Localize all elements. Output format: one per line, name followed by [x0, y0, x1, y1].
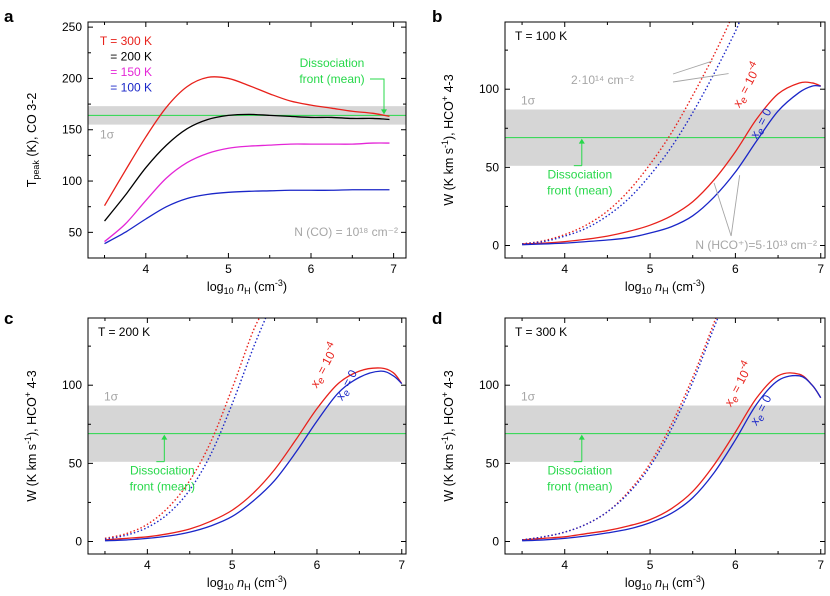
legend-entry: = 200 K — [110, 50, 152, 64]
x-tick-label: 6 — [308, 262, 315, 276]
front-label: front (mean) — [547, 480, 612, 494]
legend-entry: = 150 K — [110, 65, 152, 79]
panel-letter: a — [4, 7, 14, 26]
x-tick-label: 4 — [561, 262, 568, 276]
leader-line — [713, 182, 732, 237]
front-label: Dissociation — [300, 56, 365, 70]
x-tick-label: 5 — [229, 558, 236, 572]
series-line-4 — [521, 318, 719, 541]
y-tick-label: 0 — [75, 534, 82, 548]
y-axis-label: W (K km s-1), HCO+ 4-3 — [440, 370, 456, 501]
legend-entry: T = 300 K — [100, 34, 152, 48]
front-arrow-head — [381, 109, 387, 115]
front-arrow-head — [578, 434, 585, 440]
panel-c: 4 5 6 7 0 50 100 c log10 nH (cm-3) W (K km s-1), … — [4, 309, 407, 592]
x-tick-label: 6 — [314, 558, 321, 572]
x-tick-label: 5 — [647, 558, 654, 572]
x-axis-label: log10 nH (cm-3) — [625, 574, 705, 592]
plot-frame — [87, 21, 407, 259]
y-tick-label: 0 — [492, 238, 499, 252]
y-tick-label: 100 — [479, 82, 499, 96]
series-line-4 — [104, 318, 267, 540]
panel-letter: c — [4, 309, 13, 328]
front-label: front (mean) — [547, 184, 612, 198]
front-arrow — [370, 78, 385, 112]
front-label: Dissociation — [547, 168, 612, 182]
sigma-label: 1σ — [521, 94, 536, 108]
temperature-label: T = 200 K — [98, 325, 150, 339]
x-tick-label: 6 — [732, 262, 739, 276]
x-tick-label: 7 — [390, 262, 397, 276]
y-tick-label: 50 — [69, 456, 83, 470]
column-density-label: N (CO) = 10¹⁸ cm⁻² — [294, 225, 398, 239]
xe-red-label: xe = 10-4 — [727, 59, 768, 112]
y-tick-label: 0 — [492, 534, 499, 548]
x-tick-label: 4 — [561, 558, 568, 572]
legend-entry: = 100 K — [110, 81, 152, 95]
x-tick-label: 4 — [144, 558, 151, 572]
y-tick-label: 100 — [62, 174, 82, 188]
x-tick-label: 6 — [732, 558, 739, 572]
temperature-label: T = 100 K — [515, 29, 567, 43]
x-axis-label: log10 nH (cm-3) — [207, 574, 287, 592]
series-line-1 — [522, 81, 821, 245]
dotted-column-label: 2·10¹⁴ cm⁻² — [571, 73, 634, 87]
series-line-2 — [104, 113, 390, 222]
sigma-label: 1σ — [100, 128, 115, 142]
plot-frame — [87, 317, 407, 555]
series-line-2 — [104, 370, 403, 542]
y-axis-label: Tpeak (K), CO 3-2 — [25, 93, 41, 188]
sigma-label: 1σ — [521, 390, 536, 404]
front-arrow-head — [578, 138, 585, 144]
leader-line — [672, 60, 713, 75]
series-line-1 — [103, 76, 390, 207]
temperature-label: T = 300 K — [515, 325, 567, 339]
x-tick-label: 4 — [142, 262, 149, 276]
sigma-label: 1σ — [104, 390, 119, 404]
panel-letter: b — [432, 7, 442, 26]
x-tick-label: 7 — [817, 558, 824, 572]
panel-d: 4 5 6 7 0 50 100 d log10 nH (cm-3) W (K km s-1), … — [432, 309, 826, 592]
xe-blue-label: xe = 0 — [332, 367, 363, 404]
leader-line — [672, 73, 729, 83]
y-tick-label: 50 — [486, 160, 500, 174]
y-tick-label: 50 — [69, 225, 83, 239]
y-tick-label: 250 — [62, 20, 82, 34]
y-tick-label: 200 — [62, 71, 82, 85]
front-label: front (mean) — [299, 72, 364, 86]
x-tick-label: 7 — [817, 262, 824, 276]
y-axis-label: W (K km s-1), HCO+ 4-3 — [440, 74, 456, 205]
series-line-2 — [522, 374, 822, 542]
series-line-4 — [104, 189, 390, 245]
front-label: Dissociation — [130, 464, 195, 478]
plot-frame — [504, 317, 826, 555]
series-line-4 — [521, 22, 740, 245]
front-label: Dissociation — [547, 464, 612, 478]
series-line-2 — [522, 84, 821, 246]
front-arrow-head — [161, 434, 168, 440]
y-tick-label: 50 — [486, 456, 500, 470]
x-tick-label: 7 — [398, 558, 405, 572]
series-line-3 — [521, 22, 731, 245]
x-axis-label: log10 nH (cm-3) — [625, 278, 705, 296]
y-tick-label: 150 — [62, 123, 82, 137]
series-line-1 — [104, 367, 403, 541]
leader-line — [730, 175, 741, 237]
x-tick-label: 5 — [225, 262, 232, 276]
series-line-1 — [522, 372, 822, 541]
solid-column-label: N (HCO⁺)=5·10¹³ cm⁻² — [695, 238, 817, 252]
series-line-3 — [104, 142, 390, 243]
front-label: front (mean) — [130, 480, 195, 494]
panel-b: 4 5 6 7 0 50 100 b log10 nH (cm-3) W (K km s-1), … — [432, 7, 826, 296]
y-tick-label: 100 — [62, 378, 82, 392]
panel-letter: d — [432, 309, 442, 328]
panel-a: 4 5 6 7 50 100 150 200 250 a log10 nH (cm-3) Tpeak … — [4, 7, 407, 296]
y-axis-label: W (K km s-1), HCO+ 4-3 — [23, 370, 39, 501]
y-tick-label: 100 — [479, 378, 499, 392]
plot-frame — [504, 21, 826, 259]
x-axis-label: log10 nH (cm-3) — [207, 278, 287, 296]
x-tick-label: 5 — [647, 262, 654, 276]
